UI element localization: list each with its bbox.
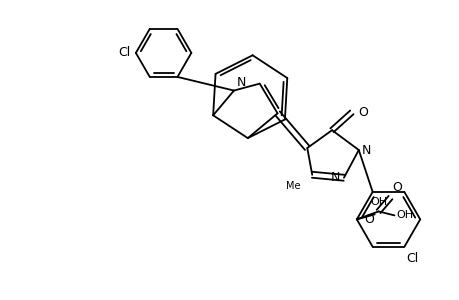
Text: N: N: [361, 143, 370, 157]
Text: O: O: [357, 106, 367, 119]
Text: O: O: [364, 213, 374, 226]
Text: N: N: [330, 171, 339, 184]
Text: Cl: Cl: [405, 252, 418, 265]
Text: OH: OH: [370, 197, 387, 208]
Text: O: O: [392, 181, 402, 194]
Text: N: N: [236, 76, 246, 88]
Text: Cl: Cl: [118, 46, 131, 59]
Text: OH: OH: [396, 210, 413, 220]
Text: Me: Me: [285, 181, 300, 191]
